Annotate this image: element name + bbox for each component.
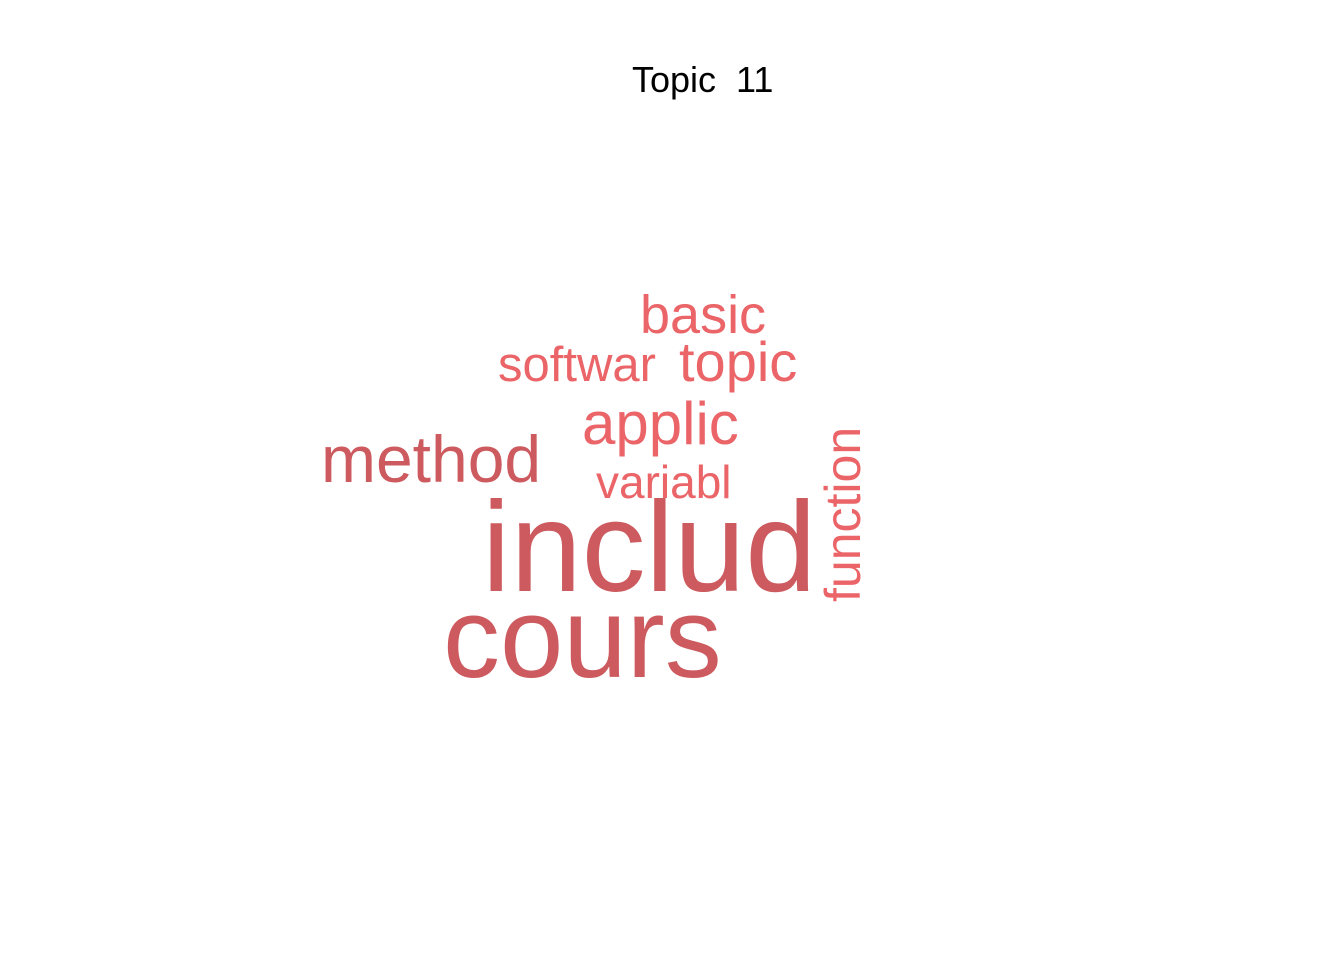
word-cours: cours <box>443 575 722 702</box>
word-variabl: variabl <box>596 456 732 508</box>
word-softwar: softwar <box>498 338 656 392</box>
word-applic: applic <box>582 390 739 457</box>
word-method: method <box>321 422 542 496</box>
word-topic: topic <box>679 330 798 393</box>
word-basic: basic <box>640 285 767 345</box>
word-includ: includ <box>482 476 817 619</box>
word-function: function <box>815 426 871 602</box>
plot-title: Topic 11 <box>632 59 774 100</box>
